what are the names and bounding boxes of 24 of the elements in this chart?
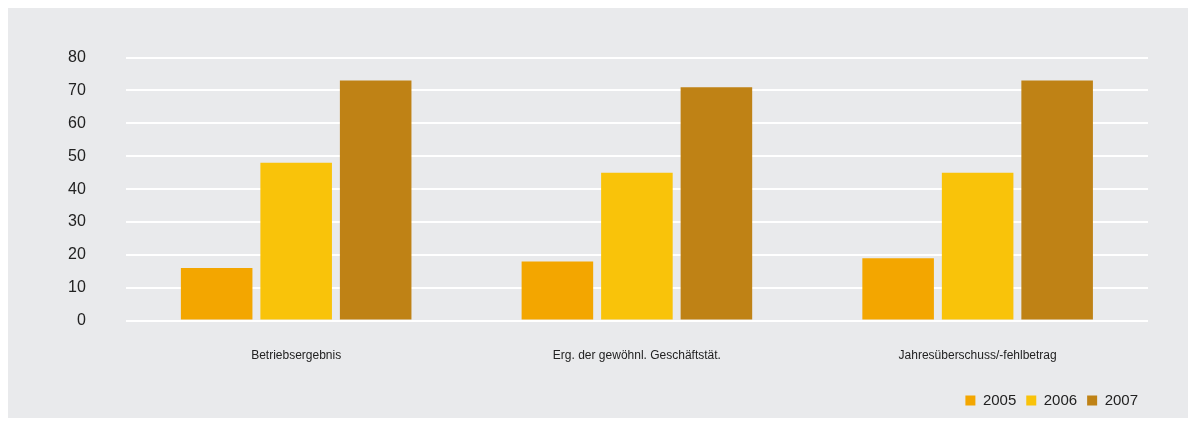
bar [862, 258, 934, 320]
legend-label: 2007 [1104, 390, 1139, 408]
legend-label: 2006 [1043, 390, 1078, 408]
x-tick-label: Betriebsergebnis [251, 348, 342, 363]
bar [1021, 80, 1093, 320]
bar [941, 172, 1014, 320]
y-tick-label: 0 [76, 311, 86, 329]
y-tick-label: 70 [68, 80, 86, 98]
y-tick-label: 80 [68, 48, 86, 66]
bar [601, 172, 673, 320]
y-tick-label: 60 [68, 113, 86, 131]
bar [680, 87, 753, 320]
bar [521, 261, 594, 320]
y-tick-label: 30 [68, 212, 86, 230]
y-tick-label: 50 [68, 146, 86, 164]
y-tick-label: 40 [68, 179, 86, 197]
y-tick-label: 20 [68, 245, 86, 263]
y-tick-label: 10 [68, 278, 86, 296]
x-tick-label: Erg. der gewöhnl. Geschäftstät. [552, 348, 721, 363]
bar [180, 268, 253, 320]
bar [260, 162, 332, 320]
bar [339, 80, 412, 320]
x-tick-label: Jahresüberschuss/-fehlbetrag [898, 348, 1057, 363]
legend-label: 2005 [982, 390, 1017, 408]
